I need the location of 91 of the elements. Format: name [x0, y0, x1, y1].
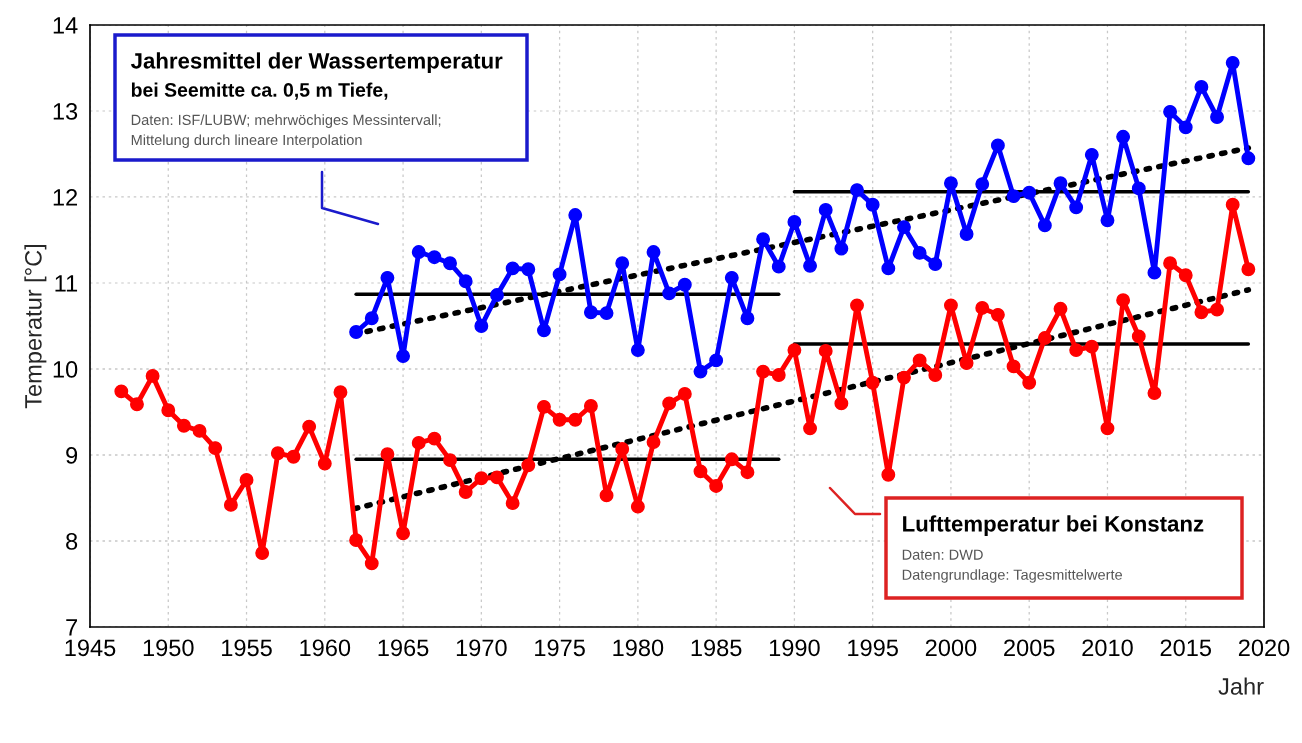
y-tick-label: 13 — [53, 103, 78, 120]
annotation: bei Seemitte ca. 0,5 m Tiefe, — [131, 82, 388, 100]
x-tick-label: 1970 — [456, 639, 507, 657]
point — [1037, 218, 1052, 233]
annotation: Mittelung durch lineare Interpolation — [131, 134, 362, 148]
point — [677, 277, 692, 292]
point — [1194, 79, 1209, 94]
point — [1006, 189, 1021, 204]
x-tick-label: 1985 — [691, 639, 742, 657]
point — [364, 311, 379, 326]
point — [1163, 104, 1178, 119]
point — [1053, 176, 1068, 191]
point — [411, 245, 426, 259]
point — [709, 353, 724, 368]
point — [552, 267, 567, 282]
x-tick-label: 1960 — [300, 639, 351, 657]
point — [865, 197, 880, 212]
point — [380, 270, 395, 285]
point — [897, 220, 911, 235]
x-tick-label: 1945 — [65, 639, 116, 657]
point — [490, 288, 504, 302]
point — [615, 256, 630, 271]
point — [349, 325, 364, 339]
point — [662, 286, 677, 301]
point — [505, 261, 520, 276]
point — [1116, 129, 1131, 144]
x-tick-label: 1990 — [769, 639, 820, 657]
y-tick-label: 14 — [53, 17, 78, 34]
x-tick-label: 2005 — [1004, 639, 1055, 657]
point — [537, 323, 551, 338]
y-tick-label: 10 — [53, 361, 78, 378]
point — [959, 227, 974, 241]
point — [881, 261, 896, 276]
point — [771, 259, 786, 274]
x-tick-label: 1965 — [378, 639, 429, 657]
point — [1225, 55, 1240, 70]
y-tick-label: 12 — [53, 189, 78, 206]
x-tick-label: 1980 — [613, 639, 664, 657]
y-tick-label: 9 — [66, 447, 78, 464]
point — [1069, 200, 1084, 215]
point — [834, 241, 849, 256]
point — [787, 214, 802, 229]
point — [599, 306, 614, 321]
point — [850, 183, 864, 198]
point — [818, 202, 833, 217]
x-tick-label: 2015 — [1160, 639, 1212, 657]
point — [990, 138, 1005, 153]
x-tick-label: 1955 — [222, 639, 272, 657]
y-axis-title: Temperatur [°C] — [24, 244, 47, 409]
x-axis-title: Jahr — [1218, 677, 1264, 695]
point — [443, 256, 457, 271]
x-tick-label: 2020 — [1238, 639, 1290, 657]
point — [1147, 265, 1162, 280]
point — [521, 262, 536, 277]
x-tick-label: 1995 — [848, 639, 898, 657]
point — [803, 258, 817, 273]
point — [740, 311, 755, 326]
point — [912, 245, 927, 260]
annotation: Daten: DWD — [902, 549, 983, 560]
point — [1210, 110, 1224, 124]
annotation: Jahresmittel der Wassertemperatur — [130, 52, 503, 74]
x-tick-label: 2010 — [1082, 639, 1133, 657]
point — [1022, 185, 1037, 200]
point — [1131, 181, 1146, 196]
x-tick-label: 2000 — [925, 639, 977, 657]
point — [1084, 147, 1099, 162]
point — [427, 250, 442, 265]
annotation: Datengrundlage: Tagesmittelwerte — [902, 569, 1123, 583]
point — [693, 364, 708, 379]
point — [756, 232, 771, 247]
point — [724, 270, 739, 285]
x-tick-label: 1950 — [143, 639, 194, 657]
point — [928, 257, 943, 272]
annotation: Lufttemperatur bei Konstanz — [903, 515, 1204, 537]
point — [568, 208, 583, 223]
point — [396, 349, 411, 364]
y-tick-label: 7 — [66, 619, 78, 636]
point — [474, 319, 489, 333]
point — [458, 274, 473, 289]
y-tick-label: 8 — [66, 533, 78, 550]
point — [1178, 120, 1193, 135]
y-tick-label: 11 — [55, 275, 78, 292]
point — [583, 305, 598, 320]
point — [646, 245, 661, 259]
x-tick-label: 1975 — [535, 639, 585, 657]
point — [630, 343, 645, 358]
point — [943, 176, 958, 191]
point — [1100, 213, 1115, 228]
annotation: Daten: ISF/LUBW; mehrwöchiges Messintervall; — [131, 114, 441, 128]
point — [975, 177, 990, 192]
point — [1241, 151, 1256, 166]
